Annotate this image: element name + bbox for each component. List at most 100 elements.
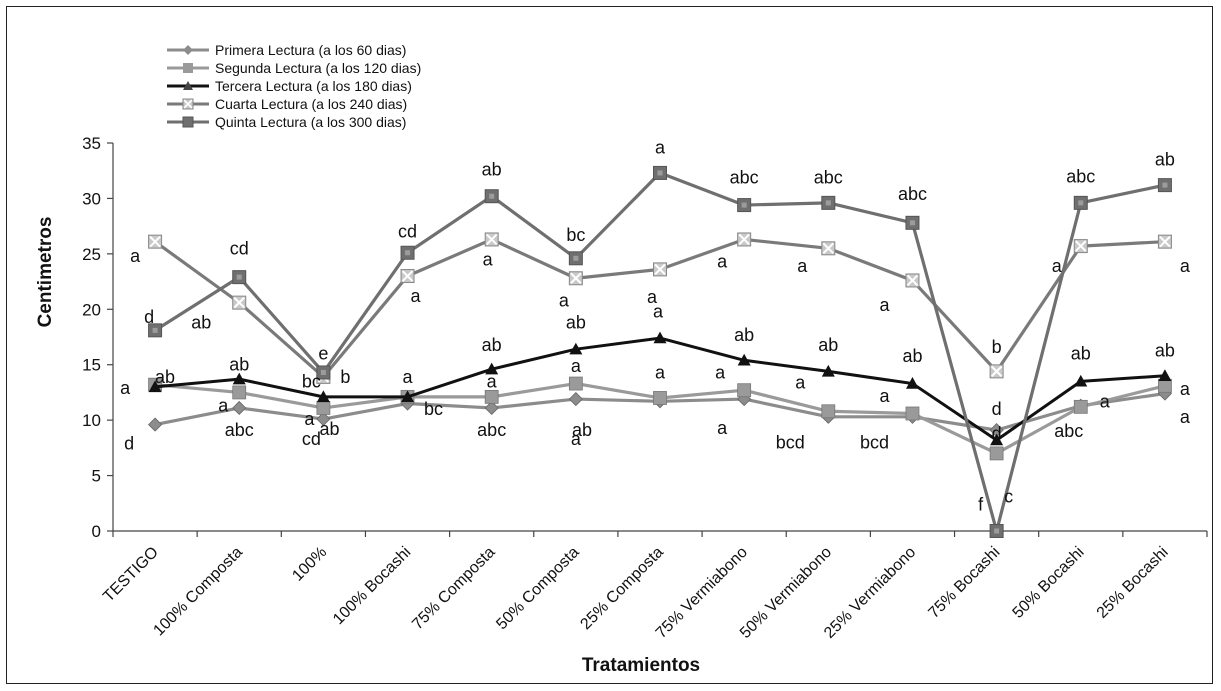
legend-label: Quinta Lectura (a los 300 dias)	[215, 114, 406, 130]
significance-label: a	[653, 302, 664, 322]
data-point	[568, 392, 583, 407]
significance-label: ab	[191, 313, 211, 333]
x-tick-label: TESTIGO	[100, 544, 162, 606]
significance-label: a	[655, 362, 666, 382]
data-point	[653, 391, 667, 405]
data-point	[821, 364, 835, 377]
series-2	[148, 376, 1172, 461]
significance-label: b	[992, 337, 1002, 357]
data-point-cross	[738, 233, 750, 246]
significance-label: cd	[302, 429, 321, 449]
data-point	[1074, 374, 1088, 387]
x-axis-label: Tratamientos	[582, 655, 700, 676]
significance-label: a	[1180, 407, 1191, 427]
data-point-cross	[1075, 240, 1087, 252]
data-point	[148, 380, 162, 393]
data-point	[401, 390, 415, 403]
y-tick-label: 0	[92, 522, 101, 541]
significance-label: bcd	[860, 432, 889, 452]
data-point	[1158, 369, 1172, 381]
data-point	[232, 400, 247, 416]
significance-label: abc	[1054, 421, 1083, 441]
data-point	[821, 404, 836, 419]
significance-label: a	[1180, 256, 1191, 276]
significance-label: a	[1100, 391, 1111, 411]
significance-label: ab	[1071, 344, 1091, 364]
significance-label: a	[483, 249, 494, 269]
significance-label: ab	[818, 335, 838, 355]
significance-label: abc	[225, 420, 254, 440]
data-point-dot	[1078, 200, 1084, 206]
y-tick-label: 5	[92, 467, 101, 486]
significance-label: a	[795, 372, 806, 392]
significance-label: cd	[230, 238, 249, 258]
data-point-dot	[741, 202, 747, 208]
y-ticks: 0 5 10 15 20 25 30 35	[82, 134, 113, 541]
data-point	[653, 331, 667, 344]
axes	[112, 143, 1207, 532]
legend-item-3: Tercera Lectura (a los 180 dias)	[167, 78, 412, 94]
significance-label: a	[717, 252, 728, 272]
legend-label: Cuarta Lectura (a los 240 dias)	[215, 96, 407, 112]
significance-label: ab	[1155, 340, 1175, 360]
significance-label: abc	[730, 167, 759, 187]
significance-label: abc	[898, 184, 927, 204]
y-tick-label: 30	[82, 189, 101, 208]
legend-item-1: Primera Lectura (a los 60 dias)	[167, 42, 406, 58]
data-point-cross	[906, 274, 919, 287]
data-point	[569, 342, 583, 355]
data-point	[1158, 378, 1172, 393]
data-point-dot	[994, 528, 1000, 534]
legend-label: Tercera Lectura (a los 180 dias)	[215, 78, 412, 94]
data-point	[990, 433, 1004, 446]
data-point-cross	[570, 272, 582, 284]
significance-label: bcd	[776, 432, 805, 452]
legend-item-2: Segunda Lectura (a los 120 dias)	[167, 60, 421, 76]
legend-label: Primera Lectura (a los 60 dias)	[215, 42, 406, 58]
data-point	[737, 383, 752, 398]
legend-marker	[183, 63, 193, 73]
significance-label: a	[120, 378, 131, 398]
y-tick-label: 25	[82, 245, 101, 264]
significance-label: a	[571, 429, 582, 449]
legend-marker	[182, 116, 194, 128]
significance-label: a	[559, 290, 570, 310]
data-point	[232, 385, 247, 400]
significance-label: ab	[734, 325, 754, 345]
significance-label: a	[487, 371, 498, 391]
data-point	[905, 406, 920, 421]
data-point-dot	[825, 200, 831, 206]
series-3	[148, 331, 1172, 446]
data-point	[316, 411, 331, 427]
significance-label: a	[1052, 256, 1063, 276]
data-point	[316, 390, 330, 403]
x-tick-label: 50% Vermiabono	[737, 544, 835, 642]
x-tick-label: 50% Bocashi	[1010, 544, 1088, 622]
significance-label: ab	[902, 346, 922, 366]
significance-label: ab	[482, 160, 502, 180]
data-point-dot	[573, 255, 579, 261]
significance-label: ab	[1155, 150, 1175, 170]
significance-label: a	[403, 367, 414, 387]
significance-label: a	[717, 418, 728, 438]
significance-label: ab	[320, 419, 340, 439]
y-tick-label: 10	[82, 411, 101, 430]
x-tick-label: 25% Composta	[577, 544, 666, 633]
legend-item-5: Quinta Lectura (a los 300 dias)	[167, 114, 406, 130]
significance-label: cd	[398, 222, 417, 242]
data-point	[1073, 399, 1088, 414]
x-tick-label: 75% Composta	[409, 544, 498, 633]
x-tick-label: 50% Composta	[493, 544, 582, 633]
data-point	[316, 401, 331, 415]
data-point	[485, 362, 499, 375]
significance-label: a	[411, 286, 422, 306]
data-point-cross	[990, 365, 1003, 378]
data-point-dot	[1162, 182, 1168, 188]
data-point-dot	[489, 193, 495, 199]
data-point	[568, 376, 583, 391]
series-5	[148, 165, 1172, 538]
legend-marker	[183, 45, 193, 55]
data-point	[232, 372, 246, 385]
data-point	[484, 400, 499, 416]
annotations: adaabdcdababaabcebbcacdcdaabcababaabaabc…	[120, 137, 1191, 514]
